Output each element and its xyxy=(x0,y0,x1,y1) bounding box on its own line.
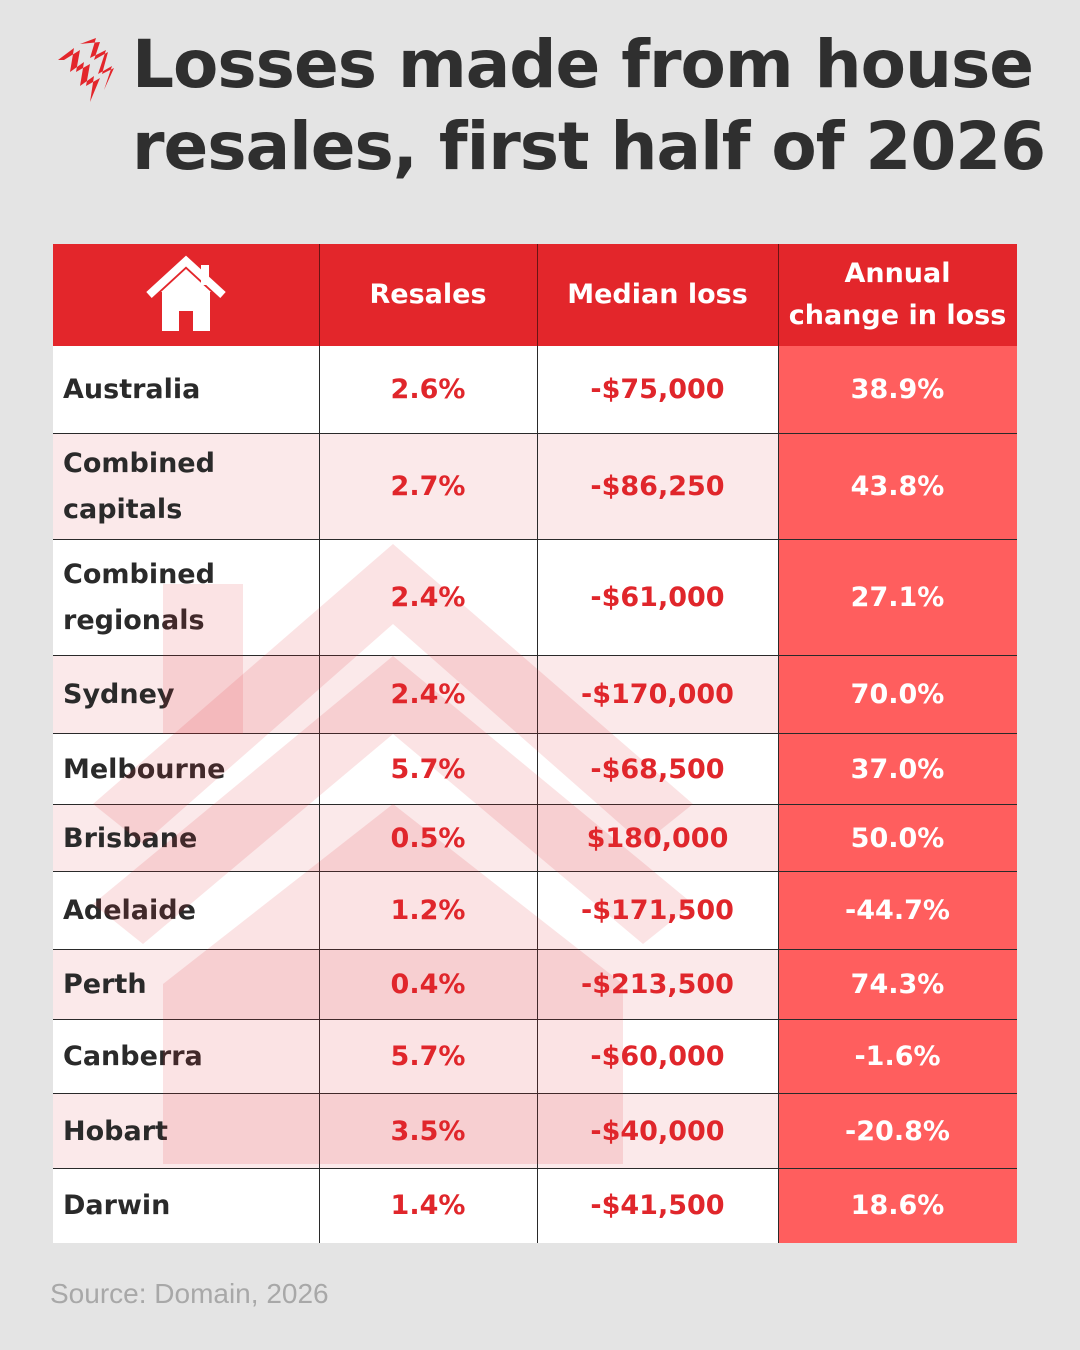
region-name: Perth xyxy=(63,969,147,1000)
table-row: Darwin 1.4% -$41,500 18.6% xyxy=(53,1169,1017,1243)
annual-change-value: 74.3% xyxy=(850,969,945,1000)
header-median-loss: Median loss xyxy=(567,279,748,310)
table-row: Adelaide 1.2% -$171,500 -44.7% xyxy=(53,872,1017,950)
region-name: Hobart xyxy=(63,1115,168,1147)
region-name: Combined regionals xyxy=(63,559,215,636)
column-divider xyxy=(778,346,779,1243)
table-header: Resales Median loss Annual change in los… xyxy=(53,244,1017,346)
median-loss-value: -$61,000 xyxy=(590,582,725,613)
column-divider xyxy=(319,346,320,1243)
column-divider xyxy=(537,346,538,1243)
annual-change-value: -20.8% xyxy=(845,1115,950,1147)
row-divider xyxy=(53,871,1017,872)
annual-change-value: 18.6% xyxy=(850,1190,945,1221)
data-table: Resales Median loss Annual change in los… xyxy=(53,244,1017,1244)
annual-change-value: 70.0% xyxy=(850,679,945,710)
median-loss-value: -$60,000 xyxy=(590,1041,725,1072)
row-divider xyxy=(53,949,1017,950)
resales-value: 3.5% xyxy=(390,1115,466,1147)
median-loss-value: -$213,500 xyxy=(581,969,734,1000)
annual-change-value: -1.6% xyxy=(854,1041,941,1072)
row-divider xyxy=(53,539,1017,540)
region-name: Sydney xyxy=(63,679,175,710)
table-row: Australia 2.6% -$75,000 38.9% xyxy=(53,346,1017,434)
region-name: Combined capitals xyxy=(63,448,215,525)
annual-change-value: 27.1% xyxy=(850,582,945,613)
region-name: Canberra xyxy=(63,1041,203,1072)
header-resales: Resales xyxy=(369,279,487,310)
resales-value: 5.7% xyxy=(390,1041,466,1072)
median-loss-value: -$86,250 xyxy=(590,471,725,502)
table-row: Combined regionals 2.4% -$61,000 27.1% xyxy=(53,540,1017,656)
resales-value: 2.6% xyxy=(390,374,466,405)
resales-value: 2.4% xyxy=(390,679,466,710)
header-icon-cell xyxy=(53,244,319,346)
resales-value: 1.4% xyxy=(390,1190,466,1221)
table-row: Perth 0.4% -$213,500 74.3% xyxy=(53,950,1017,1020)
house-icon xyxy=(146,255,226,331)
resales-value: 2.4% xyxy=(390,582,466,613)
annual-change-value: 50.0% xyxy=(850,822,945,854)
page-title: Losses made from house resales, first ha… xyxy=(132,26,1046,185)
row-divider xyxy=(53,1093,1017,1094)
median-loss-value: -$170,000 xyxy=(581,679,734,710)
row-divider xyxy=(53,433,1017,434)
table-row: Sydney 2.4% -$170,000 70.0% xyxy=(53,656,1017,734)
resales-value: 0.5% xyxy=(390,822,466,854)
annual-change-value: -44.7% xyxy=(845,895,950,926)
row-divider xyxy=(53,1168,1017,1169)
median-loss-value: -$75,000 xyxy=(590,374,725,405)
region-name: Brisbane xyxy=(63,822,198,854)
resales-value: 0.4% xyxy=(390,969,466,1000)
table-row: Melbourne 5.7% -$68,500 37.0% xyxy=(53,734,1017,805)
table-row: Hobart 3.5% -$40,000 -20.8% xyxy=(53,1094,1017,1169)
row-divider xyxy=(53,733,1017,734)
table-row: Brisbane 0.5% $180,000 50.0% xyxy=(53,805,1017,872)
region-name: Australia xyxy=(63,374,201,405)
annual-change-value: 38.9% xyxy=(850,374,945,405)
annual-change-value: 43.8% xyxy=(850,471,945,502)
median-loss-value: -$41,500 xyxy=(590,1190,725,1221)
resales-value: 1.2% xyxy=(390,895,466,926)
median-loss-value: -$171,500 xyxy=(581,895,734,926)
resales-value: 5.7% xyxy=(390,753,466,785)
header-annual-change: Annual change in loss xyxy=(788,258,1007,331)
region-name: Adelaide xyxy=(63,895,196,926)
median-loss-value: -$40,000 xyxy=(590,1115,725,1147)
region-name: Darwin xyxy=(63,1190,171,1221)
table-row: Canberra 5.7% -$60,000 -1.6% xyxy=(53,1020,1017,1094)
median-loss-value: -$68,500 xyxy=(590,753,725,785)
row-divider xyxy=(53,655,1017,656)
resales-value: 2.7% xyxy=(390,471,466,502)
annual-change-value: 37.0% xyxy=(850,753,945,785)
row-divider xyxy=(53,1019,1017,1020)
row-divider xyxy=(53,804,1017,805)
source-note: Source: Domain, 2026 xyxy=(50,1278,329,1309)
sbs-logo-icon xyxy=(58,38,114,102)
region-name: Melbourne xyxy=(63,753,226,785)
table-row: Combined capitals 2.7% -$86,250 43.8% xyxy=(53,434,1017,540)
median-loss-value: $180,000 xyxy=(586,822,729,854)
